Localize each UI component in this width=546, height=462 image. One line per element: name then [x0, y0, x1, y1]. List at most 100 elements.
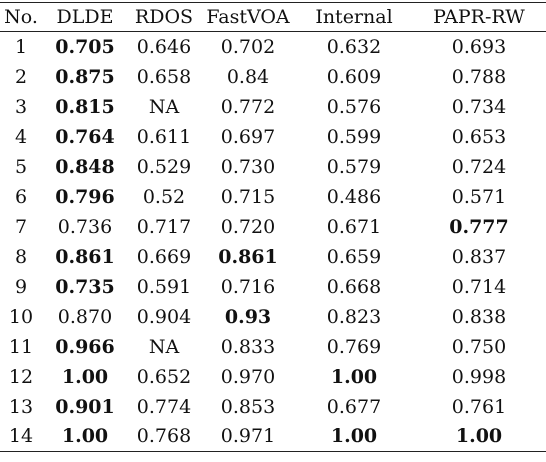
cell-internal: 0.659 — [326, 245, 382, 268]
cell-rdos: 0.904 — [136, 305, 192, 328]
cell-fastvoa: 0.716 — [220, 275, 276, 298]
cell-no: 11 — [8, 335, 34, 358]
table-header: No. DLDE RDOS FastVOA Internal PAPR-RW — [0, 2, 546, 32]
cell-fastvoa: 0.702 — [220, 35, 276, 58]
header-fastvoa: FastVOA — [200, 2, 296, 32]
cell-fastvoa: 0.93 — [224, 305, 272, 328]
cell-rdos: 0.652 — [136, 365, 192, 388]
cell-dlde: 1.00 — [42, 421, 128, 452]
table-row: 4 0.764 0.611 0.697 0.599 0.653 — [0, 122, 546, 152]
cell-dlde: 0.735 — [55, 275, 115, 298]
cell-fastvoa: 0.853 — [220, 395, 276, 418]
cell-no: 7 — [14, 215, 28, 238]
cell-dlde: 0.901 — [55, 395, 115, 418]
cell-dlde: 0.966 — [55, 335, 115, 358]
header-row: No. DLDE RDOS FastVOA Internal PAPR-RW — [0, 2, 546, 32]
table-body: 1 0.705 0.646 0.702 0.632 0.693 2 0.875 0.658 0.8… — [0, 32, 546, 452]
cell-fastvoa: 0.772 — [220, 95, 276, 118]
cell-internal: 0.769 — [326, 335, 382, 358]
cell-papr-rw: 0.693 — [451, 35, 507, 58]
cell-no: 3 — [14, 95, 28, 118]
cell-papr-rw: 0.571 — [451, 185, 507, 208]
cell-papr-rw: 0.777 — [449, 215, 509, 238]
cell-internal: 0.609 — [326, 65, 382, 88]
header-internal: Internal — [296, 2, 412, 32]
table-row: 1 0.705 0.646 0.702 0.632 0.693 — [0, 32, 546, 62]
cell-papr-rw: 0.750 — [451, 335, 507, 358]
cell-internal: 0.823 — [326, 305, 382, 328]
cell-dlde: 0.736 — [57, 215, 113, 238]
table-row: 2 0.875 0.658 0.84 0.609 0.788 — [0, 62, 546, 92]
cell-internal: 1.00 — [296, 421, 412, 452]
cell-no: 9 — [14, 275, 28, 298]
cell-rdos: 0.529 — [136, 155, 192, 178]
cell-dlde: 0.796 — [55, 185, 115, 208]
cell-internal: 0.668 — [326, 275, 382, 298]
table-row: 10 0.870 0.904 0.93 0.823 0.838 — [0, 302, 546, 332]
cell-fastvoa: 0.833 — [220, 335, 276, 358]
cell-rdos: 0.669 — [136, 245, 192, 268]
cell-internal: 0.671 — [326, 215, 382, 238]
cell-fastvoa: 0.970 — [220, 365, 276, 388]
cell-fastvoa: 0.730 — [220, 155, 276, 178]
cell-papr-rw: 0.724 — [451, 155, 507, 178]
cell-no: 14 — [0, 421, 42, 452]
cell-no: 13 — [8, 395, 34, 418]
cell-papr-rw: 0.653 — [451, 125, 507, 148]
cell-internal: 0.579 — [326, 155, 382, 178]
cell-papr-rw: 0.838 — [451, 305, 507, 328]
cell-rdos: NA — [148, 335, 180, 358]
cell-rdos: 0.591 — [136, 275, 192, 298]
cell-papr-rw: 1.00 — [412, 421, 546, 452]
cell-dlde: 0.705 — [55, 35, 115, 58]
table-row: 9 0.735 0.591 0.716 0.668 0.714 — [0, 272, 546, 302]
table-row: 14 1.00 0.768 0.971 1.00 1.00 — [0, 421, 546, 452]
cell-rdos: 0.717 — [136, 215, 192, 238]
cell-rdos: 0.646 — [136, 35, 192, 58]
cell-internal: 0.677 — [326, 395, 382, 418]
cell-no: 5 — [14, 155, 28, 178]
results-table: No. DLDE RDOS FastVOA Internal PAPR-RW 1… — [0, 2, 546, 452]
table-row: 6 0.796 0.52 0.715 0.486 0.571 — [0, 182, 546, 212]
cell-no: 8 — [14, 245, 28, 268]
cell-dlde: 0.764 — [55, 125, 115, 148]
cell-rdos: 0.768 — [128, 421, 200, 452]
cell-dlde: 0.875 — [55, 65, 115, 88]
cell-rdos: 0.658 — [136, 65, 192, 88]
cell-fastvoa: 0.84 — [226, 65, 270, 88]
cell-internal: 0.576 — [326, 95, 382, 118]
cell-no: 1 — [14, 35, 28, 58]
table-row: 13 0.901 0.774 0.853 0.677 0.761 — [0, 392, 546, 422]
cell-dlde: 0.848 — [55, 155, 115, 178]
cell-papr-rw: 0.734 — [451, 95, 507, 118]
table-row: 8 0.861 0.669 0.861 0.659 0.837 — [0, 242, 546, 272]
cell-papr-rw: 0.761 — [451, 395, 507, 418]
table-row: 12 1.00 0.652 0.970 1.00 0.998 — [0, 362, 546, 392]
table-row: 11 0.966 NA 0.833 0.769 0.750 — [0, 332, 546, 362]
cell-papr-rw: 0.998 — [451, 365, 507, 388]
cell-internal: 0.486 — [326, 185, 382, 208]
header-no: No. — [0, 2, 42, 32]
cell-fastvoa: 0.720 — [220, 215, 276, 238]
cell-dlde: 0.861 — [55, 245, 115, 268]
cell-no: 10 — [8, 305, 34, 328]
cell-rdos: 0.611 — [136, 125, 192, 148]
cell-papr-rw: 0.837 — [451, 245, 507, 268]
cell-no: 2 — [14, 65, 28, 88]
cell-rdos: 0.52 — [142, 185, 186, 208]
header-dlde: DLDE — [42, 2, 128, 32]
cell-fastvoa: 0.971 — [200, 421, 296, 452]
cell-no: 6 — [14, 185, 28, 208]
header-papr-rw: PAPR-RW — [412, 2, 546, 32]
header-rdos: RDOS — [128, 2, 200, 32]
cell-internal: 0.599 — [326, 125, 382, 148]
cell-no: 4 — [14, 125, 28, 148]
table-row: 5 0.848 0.529 0.730 0.579 0.724 — [0, 152, 546, 182]
cell-fastvoa: 0.861 — [218, 245, 278, 268]
cell-papr-rw: 0.714 — [451, 275, 507, 298]
cell-internal: 0.632 — [326, 35, 382, 58]
cell-papr-rw: 0.788 — [451, 65, 507, 88]
cell-fastvoa: 0.715 — [220, 185, 276, 208]
cell-internal: 1.00 — [330, 365, 378, 388]
